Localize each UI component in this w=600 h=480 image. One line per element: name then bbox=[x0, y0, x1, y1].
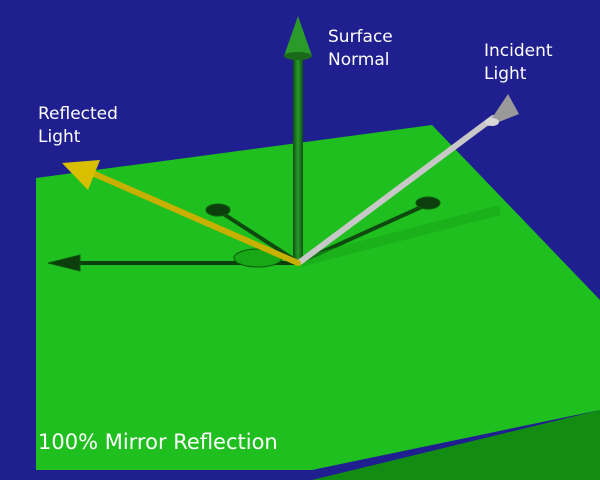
incident-light-label: Incident Light bbox=[484, 41, 553, 84]
reflected-light-arrow bbox=[62, 160, 301, 266]
surface-normal-arrowhead bbox=[284, 16, 312, 56]
incident-light-tail-cap bbox=[485, 118, 499, 126]
incident-light-shaft bbox=[297, 115, 496, 265]
incident-far-shadow bbox=[298, 205, 502, 267]
shadow-group bbox=[47, 196, 502, 272]
surface-normal-arrow bbox=[284, 16, 312, 263]
incident-light-arrow bbox=[297, 94, 519, 265]
surface-normal-arrowhead-base bbox=[284, 52, 312, 60]
surface-normal-shaft bbox=[293, 58, 303, 263]
horizontal-shadow-arrowhead bbox=[47, 254, 81, 272]
reflected-light-shaft bbox=[87, 169, 301, 266]
normal-shadow-line bbox=[220, 211, 300, 264]
surface-normal-label: Surface Normal bbox=[328, 27, 393, 70]
reflected-light-label: Reflected Light bbox=[38, 104, 118, 147]
normal-shadow-head bbox=[205, 203, 231, 217]
surface-plane-side bbox=[312, 410, 600, 480]
caption: 100% Mirror Reflection bbox=[38, 430, 278, 454]
incident-shadow-head bbox=[415, 196, 441, 210]
reflected-light-arrowhead bbox=[62, 160, 100, 190]
